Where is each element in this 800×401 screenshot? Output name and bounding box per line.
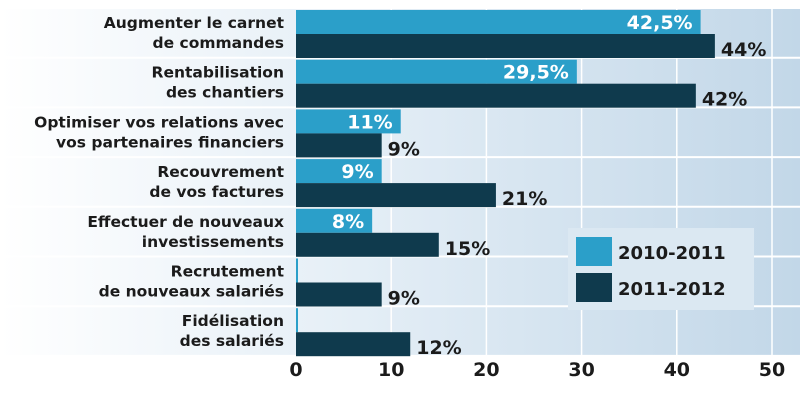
data-label-2011-2012: 12% <box>416 337 461 359</box>
bar-2011-2012 <box>296 183 496 208</box>
bars: 42,5% 44% 29,5% 42% 11% 9% 9% 21% 8% 15% 9% 12% <box>296 10 766 359</box>
category-label: des chantiers <box>166 84 284 102</box>
legend-label-2010-2011: 2010-2011 <box>618 243 726 264</box>
category-label: Rentabilisation <box>152 64 284 82</box>
category-label: des salariés <box>180 332 284 350</box>
legend-label-2011-2012: 2011-2012 <box>618 279 726 300</box>
bar-2010-2011 <box>296 159 382 184</box>
x-tick-label: 30 <box>568 359 594 381</box>
data-label-2011-2012: 9% <box>388 288 420 310</box>
x-tick-label: 40 <box>664 359 690 381</box>
bar-2010-2011 <box>296 308 298 333</box>
data-label-2011-2012: 21% <box>502 188 547 210</box>
category-label: de commandes <box>153 34 284 52</box>
bar-2010-2011 <box>296 10 701 34</box>
bar-2010-2011 <box>296 59 577 84</box>
legend-swatch-2011-2012 <box>576 273 612 302</box>
category-label: Augmenter le carnet <box>104 14 285 32</box>
category-label: Effectuer de nouveaux <box>87 213 284 231</box>
x-axis-ticks: 0 10 20 30 40 50 <box>289 359 785 381</box>
bar-2011-2012 <box>296 282 382 307</box>
data-label-2010-2011: 29,5% <box>503 62 569 84</box>
category-label: de vos factures <box>149 183 284 201</box>
category-label: Recrutement <box>171 263 285 281</box>
bar-2011-2012 <box>296 83 696 108</box>
data-label-2011-2012: 9% <box>388 138 420 160</box>
category-label: vos partenaires financiers <box>56 133 284 151</box>
data-label-2011-2012: 42% <box>702 89 747 111</box>
x-tick-label: 10 <box>378 359 404 381</box>
legend-swatch-2010-2011 <box>576 237 612 266</box>
category-label: Optimiser vos relations avec <box>34 113 284 131</box>
bar-2011-2012 <box>296 232 439 257</box>
category-label: Fidélisation <box>182 312 284 330</box>
data-label-2010-2011: 8% <box>332 211 364 233</box>
category-label: investissements <box>142 233 284 251</box>
category-labels: Augmenter le carnet de commandes Rentabili… <box>34 14 284 350</box>
bar-2011-2012 <box>296 332 411 357</box>
data-label-2011-2012: 15% <box>445 238 490 260</box>
data-label-2010-2011: 9% <box>341 161 373 183</box>
x-tick-label: 50 <box>759 359 785 381</box>
x-tick-label: 20 <box>473 359 499 381</box>
bar-2011-2012 <box>296 133 382 158</box>
bar-2010-2011 <box>296 109 401 134</box>
x-tick-label: 0 <box>289 359 302 381</box>
legend: 2010-2011 2011-2012 <box>568 228 754 310</box>
data-label-2011-2012: 44% <box>721 39 766 61</box>
data-label-2010-2011: 42,5% <box>627 12 693 34</box>
bar-2010-2011 <box>296 258 298 283</box>
category-label: Recouvrement <box>157 163 284 181</box>
data-label-2010-2011: 11% <box>347 111 392 133</box>
category-label: de nouveaux salariés <box>99 283 284 301</box>
bar-2011-2012 <box>296 34 715 58</box>
bar-2010-2011 <box>296 208 373 233</box>
